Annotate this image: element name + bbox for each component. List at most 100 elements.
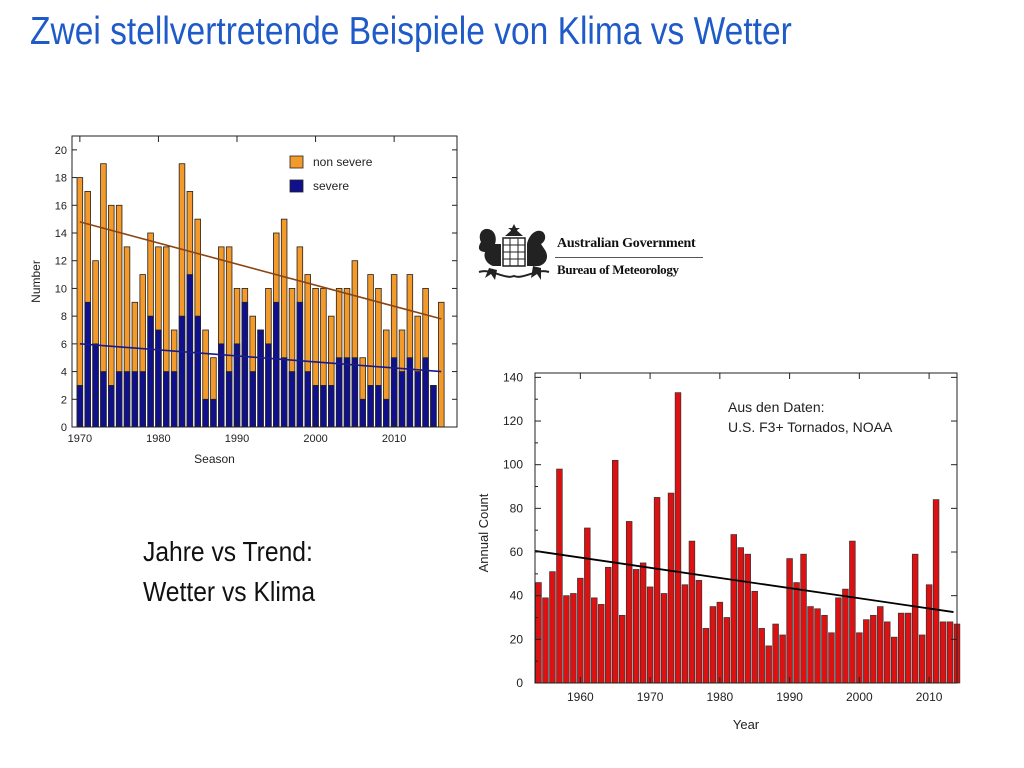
bar-tornado-count [695,580,703,684]
caption: Jahre vs Trend: Wetter vs Klima [143,532,315,612]
y-tick-label: 80 [510,501,524,515]
bar-severe [163,371,170,428]
bar-severe [335,357,343,428]
bar-tornado-count [625,521,633,684]
bar-tornado-count [765,645,772,684]
bar-severe [147,315,154,428]
bar-severe [257,329,264,428]
x-axis-label: Season [194,452,235,466]
bar-severe [131,371,139,428]
bar-tornado-count [856,632,863,684]
x-tick-label: 2000 [303,433,327,445]
bar-severe [422,357,429,428]
x-tick-label: 2000 [846,690,873,704]
bar-tornado-count [751,590,758,684]
bar-severe [375,385,382,428]
legend-label-non-severe: non severe [313,155,373,169]
bar-tornado-count [542,597,549,684]
bar-tornado-count [870,614,877,684]
slide-title: Zwei stellvertretende Beispiele von Klim… [30,10,792,53]
bar-tornado-count [863,619,870,684]
x-tick-label: 1980 [146,433,170,445]
bar-tornado-count [772,623,779,684]
bar-severe [398,371,406,428]
bar-tornado-count [814,608,821,684]
bar-severe [115,371,123,428]
bar-severe [155,329,162,428]
bar-severe [225,371,233,428]
bar-severe [202,398,209,428]
y-tick-label: 20 [55,145,67,157]
plot-frame [534,372,958,684]
bar-tornado-count [674,392,682,684]
bar-tornado-count [800,553,807,684]
bar-tornado-count [932,499,940,684]
bar-tornado-count [828,632,835,684]
x-tick-label: 1970 [68,433,92,445]
severe-thunderstorm-chart: 0 2 4 6 8 10 12 14 16 18 20 1970 1980 1990 2000 2010 Sea… [29,135,458,466]
bar-severe [383,398,390,428]
bar-tornado-count [549,571,556,684]
legend: non severe severe [289,155,373,193]
y-tick-label: 0 [61,422,67,434]
trendline [79,343,442,373]
bar-severe [304,371,311,428]
annotation-line-1: Aus den Daten: [728,399,825,415]
bar-tornado-count [786,558,793,684]
bar-tornado-count [904,612,912,684]
y-tick-label: 12 [55,256,67,268]
bar-tornado-count [660,593,668,684]
bar-tornado-count [709,606,717,684]
logo-line-2: Bureau of Meteorology [557,262,679,277]
bar-severe [218,343,225,428]
bar-severe [296,301,304,428]
bar-tornado-count [688,540,696,684]
bar-severe [328,385,335,428]
bar-severe [249,371,256,428]
bar-severe [367,385,374,428]
y-tick-label: 18 [55,173,67,185]
bar-tornado-count [891,636,898,684]
logo-line-1: Australian Government [557,236,696,251]
bar-tornado-count [632,569,640,684]
bar-tornado-count [702,628,710,684]
bar-severe [139,371,146,428]
legend-swatch-non-severe [289,155,304,169]
x-tick-label: 1980 [706,690,733,704]
bar-severe [280,357,288,428]
bar-severe [210,398,217,428]
legend-label-severe: severe [313,179,349,193]
bar-tornado-count [925,584,933,684]
bar-severe [320,385,327,428]
y-tick-label: 8 [61,311,67,323]
bar-tornado-count [911,553,919,684]
x-axis-label: Year [733,717,760,732]
bar-severe [84,301,91,428]
annotation-line-2: U.S. F3+ Tornados, NOAA [728,419,893,435]
bar-severe [406,357,414,428]
bar-severe [414,371,421,428]
bar-severe [430,385,437,428]
x-tick-label: 2010 [382,433,406,445]
bar-tornado-count [618,614,626,684]
trendline [79,221,442,320]
y-tick-label: 14 [55,228,67,240]
bar-severe [351,357,359,428]
bar-tornado-count [605,566,612,684]
bar-severe [273,301,280,428]
bar-tornado-count [584,527,591,684]
bar-tornado-count [877,606,884,684]
bar-tornado-count [681,584,689,684]
bar-tornado-count [577,577,584,684]
caption-line-1: Jahre vs Trend: [143,536,313,567]
bar-tornado-count [779,634,786,684]
bar-tornado-count [744,553,751,684]
bar-tornado-count [667,492,675,684]
plot-frame [71,135,458,428]
bar-severe [92,343,99,428]
y-tick-label: 120 [503,414,523,428]
y-tick-label: 4 [61,367,67,379]
bar-severe [265,343,272,428]
bar-tornado-count [835,597,842,684]
bar-severe [186,274,194,428]
